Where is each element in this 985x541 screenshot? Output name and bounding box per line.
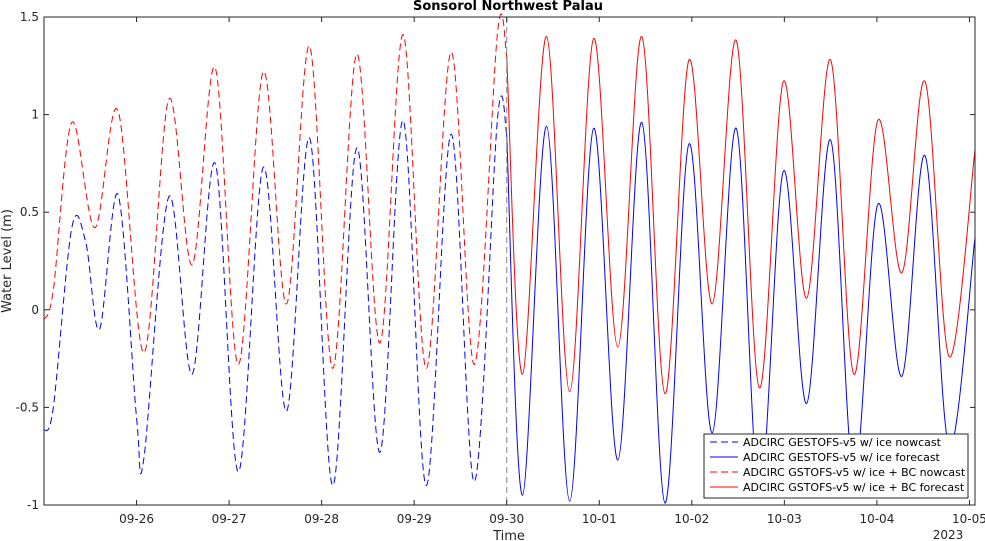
y-axis-title: Water Level (m) bbox=[0, 209, 15, 313]
series-line-1 bbox=[506, 121, 976, 504]
legend: ADCIRC GESTOFS-v5 w/ ice nowcast ADCIRC G… bbox=[703, 433, 969, 499]
x-axis-title: Time bbox=[492, 529, 525, 541]
legend-label-2: ADCIRC GSTOFS-v5 w/ ice + BC nowcast bbox=[743, 466, 966, 479]
x-tick-label-2: 09-28 bbox=[304, 512, 339, 526]
x-tick-label-0: 09-26 bbox=[119, 512, 154, 526]
x-tick-label-9: 10-05 bbox=[952, 512, 985, 526]
legend-label-0: ADCIRC GESTOFS-v5 w/ ice nowcast bbox=[743, 436, 942, 449]
y-tick-label-4: 1 bbox=[31, 108, 39, 122]
x-year-label: 2023 bbox=[933, 528, 964, 541]
legend-label-1: ADCIRC GESTOFS-v5 w/ ice forecast bbox=[743, 451, 941, 464]
x-tick-label-7: 10-03 bbox=[767, 512, 802, 526]
plot-frame bbox=[43, 16, 976, 506]
x-tick-label-6: 10-02 bbox=[674, 512, 709, 526]
series-layer bbox=[43, 13, 976, 504]
x-tick-label-1: 09-27 bbox=[212, 512, 247, 526]
legend-box bbox=[703, 433, 969, 499]
chart-title: Sonsorol Northwest Palau bbox=[413, 0, 603, 14]
legend-label-3: ADCIRC GSTOFS-v5 w/ ice + BC forecast bbox=[743, 481, 965, 494]
ticks-layer: 09-26 09-27 09-28 09-29 09-30 10-01 10-02 10-03… bbox=[16, 10, 985, 526]
x-tick-label-3: 09-29 bbox=[397, 512, 432, 526]
y-tick-label-0: -1 bbox=[27, 498, 39, 512]
series-line-3 bbox=[506, 35, 976, 395]
x-tick-label-8: 10-04 bbox=[859, 512, 894, 526]
y-tick-label-1: -0.5 bbox=[16, 400, 39, 414]
y-tick-label-5: 1.5 bbox=[20, 10, 39, 24]
y-tick-label-2: 0 bbox=[31, 303, 39, 317]
legend-items: ADCIRC GESTOFS-v5 w/ ice nowcast ADCIRC G… bbox=[710, 436, 966, 494]
series-line-2 bbox=[43, 13, 508, 369]
x-tick-label-5: 10-01 bbox=[582, 512, 617, 526]
y-tick-label-3: 0.5 bbox=[20, 205, 39, 219]
x-tick-label-4: 09-30 bbox=[489, 512, 524, 526]
